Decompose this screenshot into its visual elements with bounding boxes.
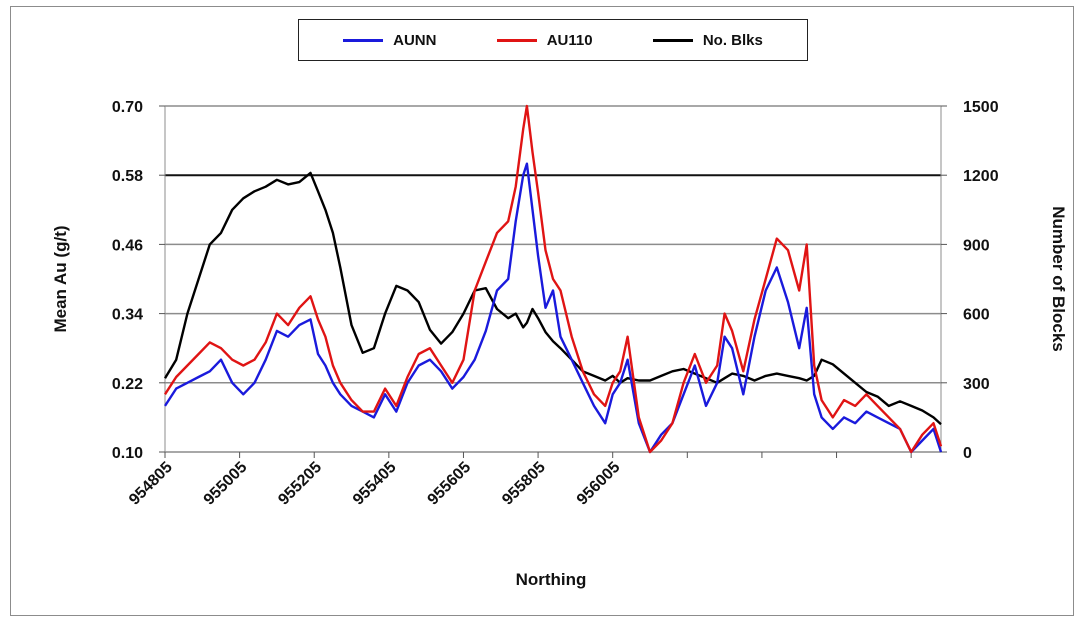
legend-swatch-no-blks <box>652 38 693 42</box>
legend-label-au110: AU110 <box>546 31 593 49</box>
y-right-tick-label: 900 <box>963 237 990 254</box>
y-right-tick-label: 0 <box>963 445 972 462</box>
legend-item-no-blks: No. Blks <box>652 31 763 49</box>
y-axis-left-title: Mean Au (g/t) <box>51 225 70 332</box>
legend-swatch-aunn <box>343 38 384 42</box>
y-right-tick-label: 300 <box>963 376 990 393</box>
y-left-tick-label: 0.10 <box>112 445 143 462</box>
chart-legend: AUNN AU110 No. Blks <box>298 19 808 61</box>
y-right-tick-label: 1500 <box>963 99 999 116</box>
x-tick-label: 955805 <box>499 459 549 509</box>
legend-label-no-blks: No. Blks <box>702 31 763 49</box>
y-axis-right-title: Number of Blocks <box>1049 206 1068 351</box>
y-right-tick-label: 600 <box>963 307 990 324</box>
legend-label-aunn: AUNN <box>393 31 437 49</box>
legend-item-au110: AU110 <box>496 31 593 49</box>
y-left-tick-label: 0.70 <box>112 99 143 116</box>
y-right-tick-label: 1200 <box>963 168 999 185</box>
y-left-tick-label: 0.46 <box>112 237 143 254</box>
legend-item-aunn: AUNN <box>343 32 436 49</box>
y-left-tick-label: 0.22 <box>112 376 143 393</box>
x-tick-label: 954805 <box>126 459 176 509</box>
x-tick-label: 955005 <box>201 459 251 509</box>
x-tick-label: 955605 <box>425 459 475 509</box>
x-tick-label: 956005 <box>574 459 624 509</box>
y-left-tick-label: 0.34 <box>112 307 143 324</box>
x-tick-label: 955205 <box>275 459 325 509</box>
plot-area <box>164 105 942 453</box>
series-line-aunn <box>163 162 943 454</box>
y-left-tick-label: 0.58 <box>112 168 143 185</box>
series-line-au110 <box>163 104 943 454</box>
x-axis-title: Northing <box>516 570 587 589</box>
x-tick-label: 955405 <box>350 459 400 509</box>
legend-swatch-au110 <box>496 38 537 42</box>
series-line-no-blks <box>163 171 942 426</box>
